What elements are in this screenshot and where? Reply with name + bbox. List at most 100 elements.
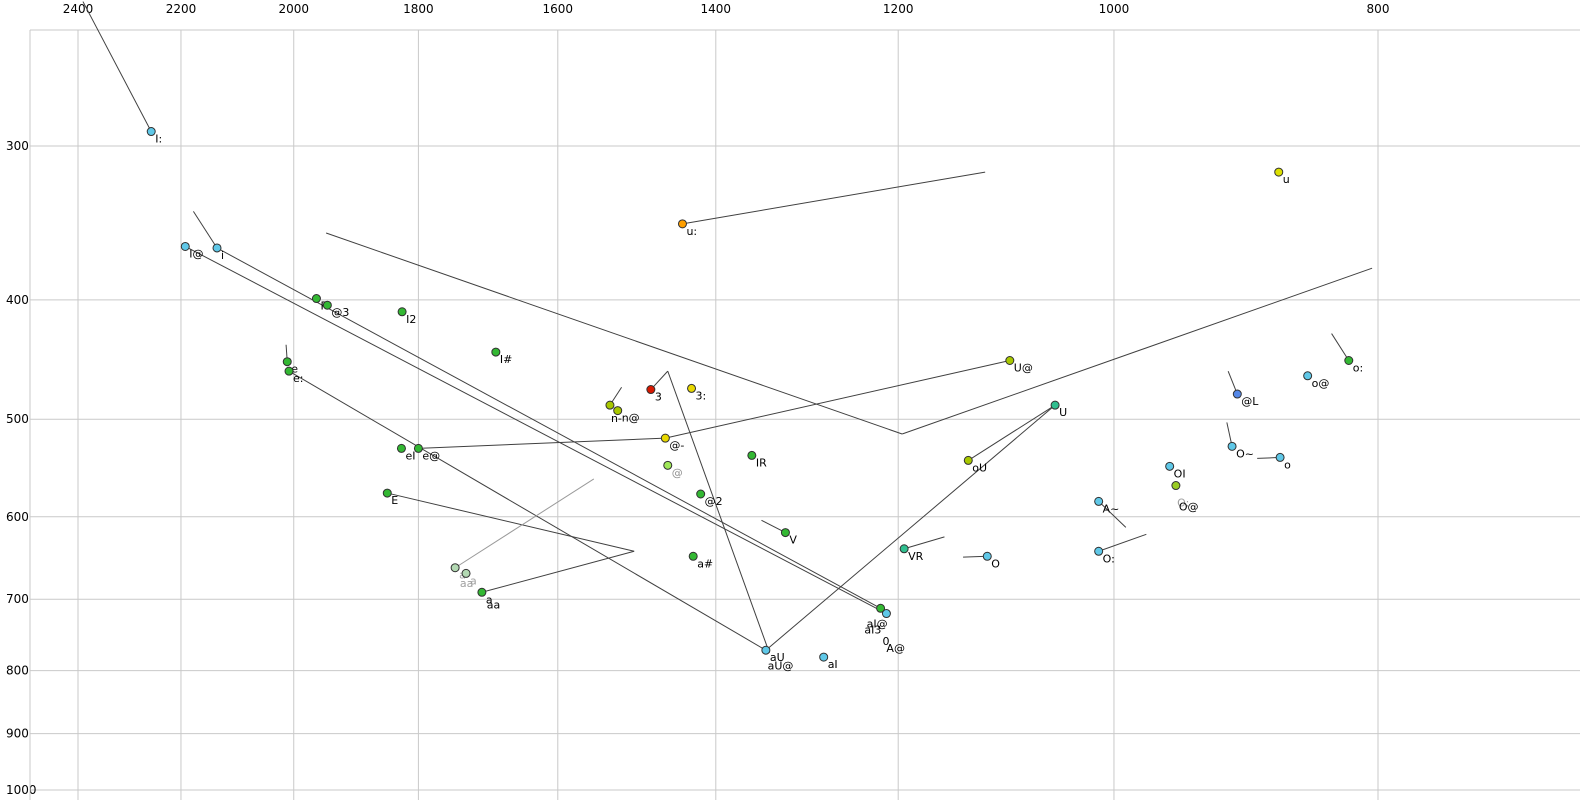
point-label-aU: aU	[770, 651, 785, 664]
trajectory-line	[387, 492, 635, 552]
x-tick-label: 1800	[403, 2, 434, 16]
trajectory-line	[454, 478, 595, 569]
point-label-@3: @3	[331, 306, 349, 319]
point-label-A~: A~	[1103, 502, 1120, 515]
point-label-O~: O~	[1236, 447, 1254, 460]
point-label-n@: n@	[622, 412, 640, 425]
trajectory-line	[1098, 501, 1127, 528]
data-point-IR	[747, 450, 757, 460]
point-label-aa: aa	[460, 577, 473, 590]
data-point-U@	[1005, 355, 1015, 365]
trajectory-line	[481, 550, 635, 593]
data-point-OI	[1165, 461, 1175, 471]
data-point-U	[1050, 400, 1060, 410]
y-tick-label: 600	[6, 510, 29, 524]
trajectory-line	[418, 437, 666, 449]
trajectory-line	[325, 232, 903, 435]
point-label-0: 0	[883, 635, 890, 648]
data-point-I#	[491, 347, 501, 357]
data-point-@L	[1232, 389, 1242, 399]
point-label-I2: I2	[406, 313, 416, 326]
point-label-I@: I@	[189, 247, 203, 260]
x-tick-label: 1000	[1099, 2, 1130, 16]
point-label-I:: I:	[155, 133, 162, 146]
point-label-@: @	[672, 466, 683, 479]
point-label-i: i	[221, 249, 224, 262]
data-point-I@	[180, 241, 190, 251]
point-label-o:: o:	[1353, 361, 1363, 374]
point-label-o: o	[1284, 458, 1291, 471]
point-label-e:: e:	[293, 372, 303, 385]
data-point-@2	[696, 489, 706, 499]
trajectory-line	[667, 370, 770, 654]
point-label-OI: OI	[1174, 467, 1186, 480]
trajectory-line	[82, 1, 152, 132]
data-point-e@	[413, 443, 423, 453]
point-label-aI: aI	[828, 658, 838, 671]
data-point-aI@	[876, 603, 886, 613]
y-tick-label: 500	[6, 412, 29, 426]
x-tick-label: 2400	[63, 2, 94, 16]
data-point-aI3	[881, 609, 891, 619]
data-point-o:	[1344, 355, 1354, 365]
point-label-O:: O:	[1103, 552, 1115, 565]
trajectory-line	[682, 171, 986, 225]
point-label-3: 3	[655, 391, 662, 404]
point-label-a: a	[470, 574, 477, 587]
point-label-VR: VR	[908, 550, 924, 563]
data-point-n-	[605, 400, 615, 410]
point-label-@-: @-	[669, 439, 684, 452]
point-label-a: a	[486, 593, 493, 606]
y-tick-label: 900	[6, 727, 29, 741]
data-point-@3	[322, 300, 332, 310]
data-point-3:	[687, 383, 697, 393]
x-tick-label: 1600	[543, 2, 574, 16]
x-tick-label: 2000	[278, 2, 309, 16]
x-tick-label: 800	[1367, 2, 1390, 16]
point-label-O:: O:	[1177, 496, 1189, 509]
data-point-e:	[284, 366, 294, 376]
data-point-a	[450, 563, 460, 573]
point-label-aU@: aU@	[768, 659, 794, 672]
point-label-oU: oU	[972, 461, 987, 474]
trajectory-line	[1098, 533, 1147, 552]
data-point-i	[212, 243, 222, 253]
y-tick-label: 400	[6, 293, 29, 307]
trajectory-line	[901, 267, 1373, 435]
trajectory-line	[192, 211, 218, 249]
data-point-u	[1274, 167, 1284, 177]
trajectory-line	[968, 404, 1056, 461]
x-tick-label: 1200	[883, 2, 914, 16]
data-point-I2	[397, 307, 407, 317]
data-point-R	[311, 294, 321, 304]
point-label-e@: e@	[422, 449, 440, 462]
point-label-3:: 3:	[696, 389, 707, 402]
point-label-A@: A@	[886, 642, 905, 655]
data-point-3	[646, 385, 656, 395]
trajectory-line	[665, 360, 1010, 439]
data-point-a	[477, 587, 487, 597]
x-tick-label: 1400	[701, 2, 732, 16]
data-point-V	[780, 528, 790, 538]
point-label-I#: I#	[500, 353, 512, 366]
trajectory-line	[185, 246, 887, 614]
data-point-a#	[688, 551, 698, 561]
data-point-a	[461, 568, 471, 578]
trajectory-line	[1331, 333, 1350, 361]
point-label-e: e	[291, 363, 298, 376]
data-point-I:	[146, 127, 156, 137]
data-point-A~	[1094, 496, 1104, 506]
data-point-O~	[1227, 441, 1237, 451]
data-point-o@	[1303, 371, 1313, 381]
point-label-IR: IR	[756, 456, 767, 469]
trajectory-line	[288, 370, 767, 651]
point-label-u:: u:	[686, 225, 697, 238]
point-label-aI3: aI3	[864, 624, 881, 637]
point-label-@L: @L	[1241, 395, 1259, 408]
point-label-O: O	[991, 557, 1000, 570]
point-label-aI@: aI@	[867, 617, 888, 630]
point-label-aa: aa	[487, 599, 500, 612]
data-point-@-	[660, 433, 670, 443]
